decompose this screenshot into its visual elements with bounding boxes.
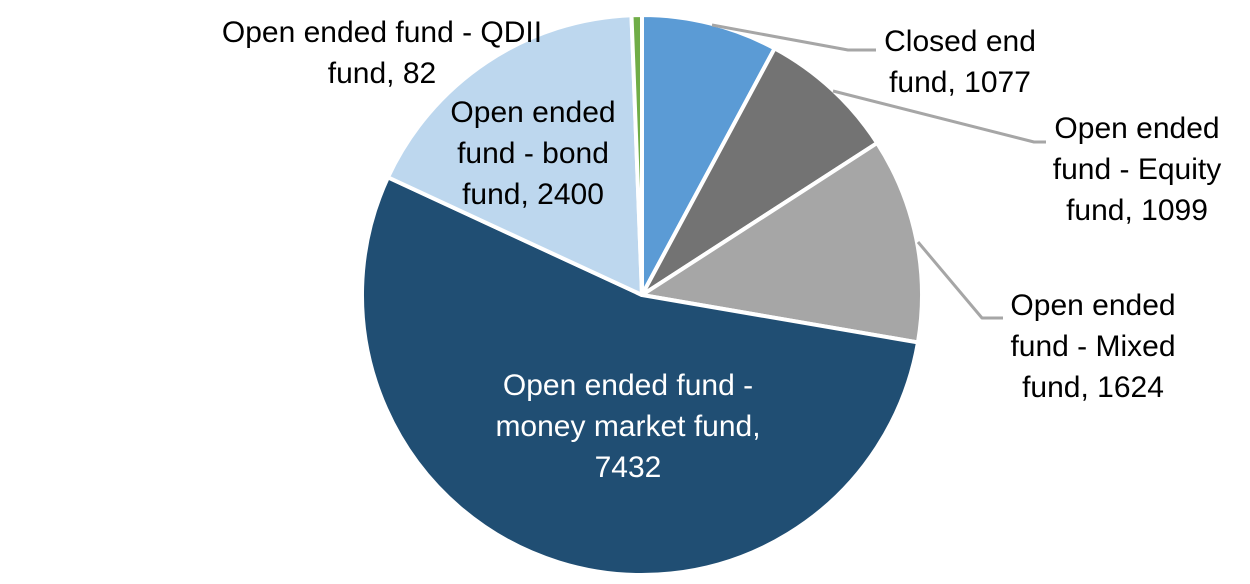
data-label-line: fund - bond [457, 137, 609, 170]
data-label-line: fund, 2400 [462, 178, 604, 211]
pie-slice-open-ended-bond-fund[interactable] [385, 13, 644, 297]
leader-line-closed-end-fund [711, 23, 876, 52]
data-label-line: fund - Mixed [1010, 330, 1176, 363]
data-label-line: money market fund, [495, 410, 761, 443]
leader-line-open-ended-mixed-fund [916, 241, 1003, 320]
data-label-line: Open ended [1010, 289, 1176, 322]
data-label-open-ended-bond-fund: Open ended fund - bond fund, 2400 [450, 92, 615, 215]
data-label-open-ended-money-market-fund: Open ended fund - money market fund, 743… [495, 365, 760, 488]
data-label-closed-end-fund: Closed end fund, 1077 [884, 21, 1036, 103]
pie-slice-closed-end-fund[interactable] [640, 13, 777, 297]
data-label-line: Open ended [1054, 112, 1220, 145]
data-label-open-ended-qdii-fund: Open ended fund - QDII fund, 82 [222, 12, 542, 94]
data-label-line: fund - Equity [1052, 153, 1222, 186]
pie-slice-open-ended-equity-fund[interactable] [640, 46, 880, 297]
data-label-line: fund, 82 [327, 57, 437, 90]
data-label-open-ended-equity-fund: Open ended fund - Equity fund, 1099 [1053, 108, 1221, 231]
pie-slice-open-ended-money-market-fund[interactable] [360, 175, 920, 577]
data-label-line: Open ended [450, 96, 616, 129]
data-label-line: 7432 [594, 451, 662, 484]
data-label-line: fund, 1624 [1022, 371, 1164, 404]
pie-slices [360, 13, 924, 577]
pie-slice-open-ended-mixed-fund[interactable] [640, 141, 924, 345]
data-label-line: Open ended fund - QDII [221, 16, 543, 49]
pie-slice-open-ended-qdii-fund[interactable] [629, 13, 644, 297]
data-label-line: fund, 1099 [1066, 194, 1208, 227]
leader-line-open-ended-equity-fund [832, 89, 1046, 144]
data-label-line: Open ended fund - [502, 369, 754, 402]
data-label-line: fund, 1077 [889, 66, 1031, 99]
data-label-line: Closed end [884, 25, 1036, 58]
data-label-open-ended-mixed-fund: Open ended fund - Mixed fund, 1624 [1010, 285, 1175, 408]
